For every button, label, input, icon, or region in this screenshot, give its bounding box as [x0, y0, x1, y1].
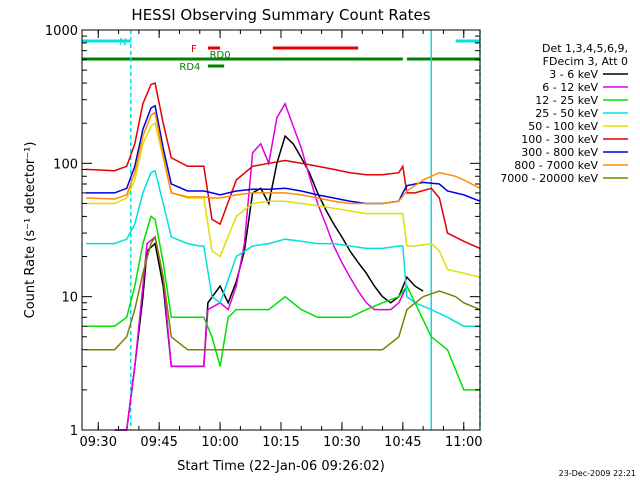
y-tick-label-1: 10 [61, 291, 78, 306]
x-tick-label-5: 10:45 [384, 435, 421, 450]
flag-label-rd4: RD4 [179, 62, 200, 73]
y-tick-label-3: 1000 [45, 24, 78, 39]
flag-label-f: F [191, 44, 197, 55]
chart-title: HESSI Observing Summary Count Rates [131, 6, 430, 24]
legend-header-0: Det 1,3,4,5,6,9, [542, 42, 628, 55]
series-line-3 [86, 169, 480, 327]
series-line-5 [86, 82, 481, 250]
series-line-7 [86, 111, 481, 205]
legend-header-1: FDecim 3, Att 0 [543, 55, 628, 68]
x-ticks: 09:30 09:45 10:00 10:15 10:30 10:45 11:00 [80, 30, 482, 450]
plot-frame [81, 29, 481, 431]
y-tick-label-2: 100 [53, 157, 78, 172]
legend-label-4: 50 - 100 keV [528, 120, 598, 133]
time-markers [129, 30, 481, 430]
series-line-6 [86, 104, 481, 205]
series-line-4 [86, 121, 481, 278]
legend-label-6: 300 - 800 keV [521, 146, 598, 159]
legend-label-8: 7000 - 20000 keV [500, 172, 598, 185]
timestamp: 23-Dec-2009 22:21 [559, 469, 636, 478]
x-tick-label-6: 11:00 [445, 435, 482, 450]
x-tick-label-0: 09:30 [80, 435, 117, 450]
y-axis-label: Count Rate (s⁻¹ detector⁻¹) [23, 142, 38, 319]
series-lines [86, 82, 481, 431]
series-line-0 [114, 134, 424, 431]
series-line-1 [114, 101, 408, 431]
legend-label-1: 6 - 12 keV [542, 81, 598, 94]
series-line-2 [86, 215, 480, 391]
legend-label-3: 25 - 50 keV [535, 107, 598, 120]
legend-label-2: 12 - 25 keV [535, 94, 598, 107]
legend-label-5: 100 - 300 keV [521, 133, 598, 146]
x-tick-label-3: 10:15 [262, 435, 299, 450]
series-line-8 [86, 234, 481, 351]
x-axis-label: Start Time (22-Jan-06 09:26:02) [177, 459, 385, 474]
observing-flags: N F RD0 RD4 [82, 37, 480, 73]
y-tick-label-0: 1 [70, 424, 78, 439]
legend-label-7: 800 - 7000 keV [514, 159, 598, 172]
x-tick-label-4: 10:30 [323, 435, 360, 450]
x-tick-label-2: 10:00 [201, 435, 238, 450]
legend: Det 1,3,4,5,6,9,FDecim 3, Att 03 - 6 keV… [500, 42, 628, 185]
legend-label-0: 3 - 6 keV [549, 68, 598, 81]
x-tick-label-1: 09:45 [140, 435, 177, 450]
flag-label-n: N [119, 37, 126, 48]
flag-label-rd0: RD0 [210, 50, 231, 61]
y-ticks: 1 10 100 1000 [45, 24, 480, 439]
